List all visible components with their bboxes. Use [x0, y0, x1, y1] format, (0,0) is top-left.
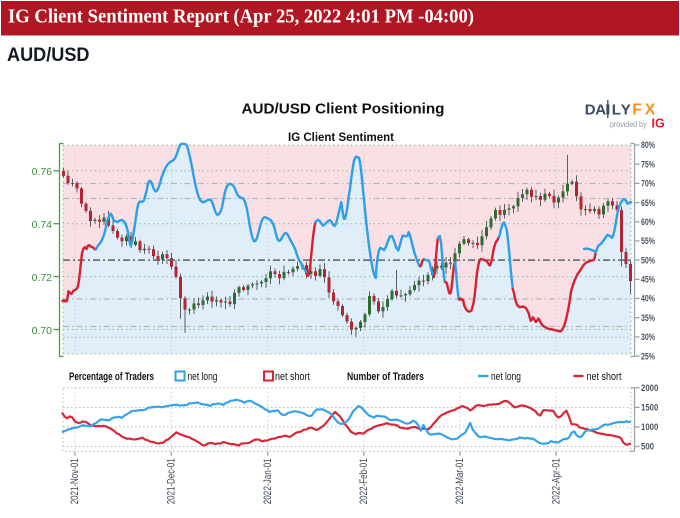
svg-text:IG: IG — [652, 117, 665, 131]
svg-text:2022-Apr-01: 2022-Apr-01 — [550, 458, 562, 504]
svg-text:net long: net long — [491, 371, 521, 383]
svg-text:80%: 80% — [641, 140, 655, 150]
svg-text:IG Client Sentiment Report (Ap: IG Client Sentiment Report (Apr 25, 2022… — [8, 6, 474, 28]
svg-text:D: D — [585, 102, 596, 119]
svg-text:60%: 60% — [641, 217, 655, 227]
svg-text:net long: net long — [188, 371, 218, 383]
svg-text:2022-Jan-01: 2022-Jan-01 — [262, 458, 274, 504]
svg-text:2021-Dec-01: 2021-Dec-01 — [166, 458, 178, 504]
svg-text:30%: 30% — [641, 332, 655, 342]
svg-text:provided by: provided by — [610, 119, 647, 129]
svg-text:45%: 45% — [641, 275, 655, 285]
svg-text:AUD/USD: AUD/USD — [7, 44, 90, 66]
svg-text:70%: 70% — [641, 179, 655, 189]
svg-text:IG Client Sentiment: IG Client Sentiment — [288, 130, 394, 144]
svg-text:0.72: 0.72 — [32, 272, 53, 284]
svg-text:50%: 50% — [641, 255, 655, 265]
svg-text:L: L — [612, 102, 621, 119]
svg-text:2000: 2000 — [641, 383, 658, 393]
svg-text:75%: 75% — [641, 159, 655, 169]
svg-text:55%: 55% — [641, 236, 655, 246]
svg-text:Y: Y — [621, 102, 631, 119]
svg-text:65%: 65% — [641, 198, 655, 208]
svg-text:2022-Mar-01: 2022-Mar-01 — [454, 458, 466, 504]
svg-text:0.76: 0.76 — [32, 166, 53, 178]
svg-text:40%: 40% — [641, 294, 655, 304]
svg-text:A: A — [595, 102, 606, 119]
svg-text:25%: 25% — [641, 351, 655, 361]
svg-text:X: X — [645, 102, 656, 119]
svg-text:Percentage of Traders: Percentage of Traders — [69, 371, 154, 383]
svg-text:1500: 1500 — [641, 403, 658, 413]
svg-text:35%: 35% — [641, 313, 655, 323]
svg-text:0.70: 0.70 — [32, 325, 53, 337]
svg-text:net short: net short — [587, 371, 622, 383]
svg-text:Number of Traders: Number of Traders — [347, 371, 424, 383]
svg-text:2022-Feb-01: 2022-Feb-01 — [358, 458, 370, 504]
svg-text:1000: 1000 — [641, 422, 658, 432]
svg-text:net short: net short — [275, 371, 310, 383]
svg-text:2021-Nov-01: 2021-Nov-01 — [69, 458, 81, 504]
svg-text:0.74: 0.74 — [32, 219, 53, 231]
svg-text:500: 500 — [641, 442, 654, 452]
svg-text:AUD/USD Client Positioning: AUD/USD Client Positioning — [242, 102, 445, 118]
svg-text:F: F — [632, 102, 642, 119]
